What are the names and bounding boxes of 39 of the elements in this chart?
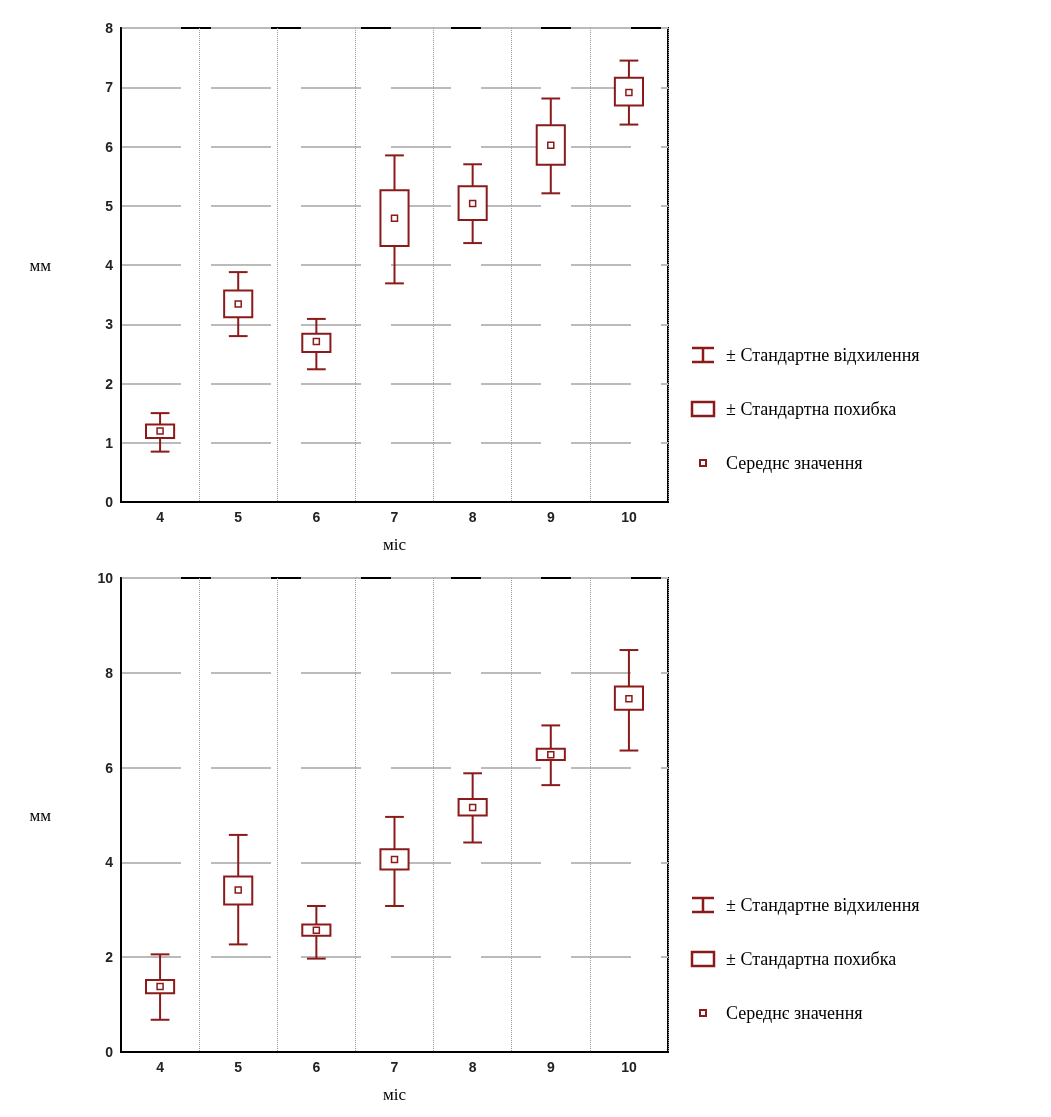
x-tick-label: 6 xyxy=(312,509,321,525)
text: ± Стандартне відхилення xyxy=(726,894,920,916)
text: Середнє значення xyxy=(726,1002,863,1024)
text: ± Стандартна похибка xyxy=(726,398,897,420)
x-tick-label: 9 xyxy=(546,509,555,525)
x-tick-label: 8 xyxy=(468,1059,477,1075)
y-tick-label: 0 xyxy=(105,494,114,510)
x-tick-label: 5 xyxy=(234,1059,243,1075)
x-tick-label: 10 xyxy=(621,1059,637,1075)
text: ± Стандартне відхилення xyxy=(726,344,920,366)
x-tick-label: 4 xyxy=(156,509,165,525)
x-tick-label: 4 xyxy=(156,1059,165,1075)
y-axis-title: мм xyxy=(29,255,52,275)
y-tick-label: 2 xyxy=(105,949,114,966)
y-tick-label: 5 xyxy=(105,197,114,214)
x-tick-label: 6 xyxy=(312,1059,321,1075)
y-tick-label: 6 xyxy=(105,759,114,776)
x-tick-label: 7 xyxy=(390,1059,399,1075)
y-tick-label: 3 xyxy=(105,316,114,333)
text: Середнє значення xyxy=(726,452,863,474)
y-tick-label: 4 xyxy=(105,257,114,273)
y-tick-label: 1 xyxy=(105,434,114,451)
x-tick-label: 5 xyxy=(234,509,243,525)
x-axis-title: міс xyxy=(382,535,407,554)
y-tick-label: 10 xyxy=(97,570,114,586)
text: ± Стандартна похибка xyxy=(726,948,897,970)
y-tick-label: 4 xyxy=(105,854,114,871)
y-tick-label: 6 xyxy=(105,138,114,155)
x-tick-label: 8 xyxy=(468,509,477,525)
x-tick-label: 10 xyxy=(621,509,637,525)
y-tick-label: 7 xyxy=(105,79,114,96)
x-tick-label: 7 xyxy=(390,509,399,525)
y-tick-label: 2 xyxy=(105,375,114,392)
y-tick-label: 8 xyxy=(105,20,114,36)
x-tick-label: 9 xyxy=(546,1059,555,1075)
y-axis-title: мм xyxy=(29,805,52,825)
x-axis-title: міс xyxy=(382,1085,407,1104)
y-tick-label: 8 xyxy=(105,664,114,681)
y-tick-label: 0 xyxy=(105,1044,114,1060)
